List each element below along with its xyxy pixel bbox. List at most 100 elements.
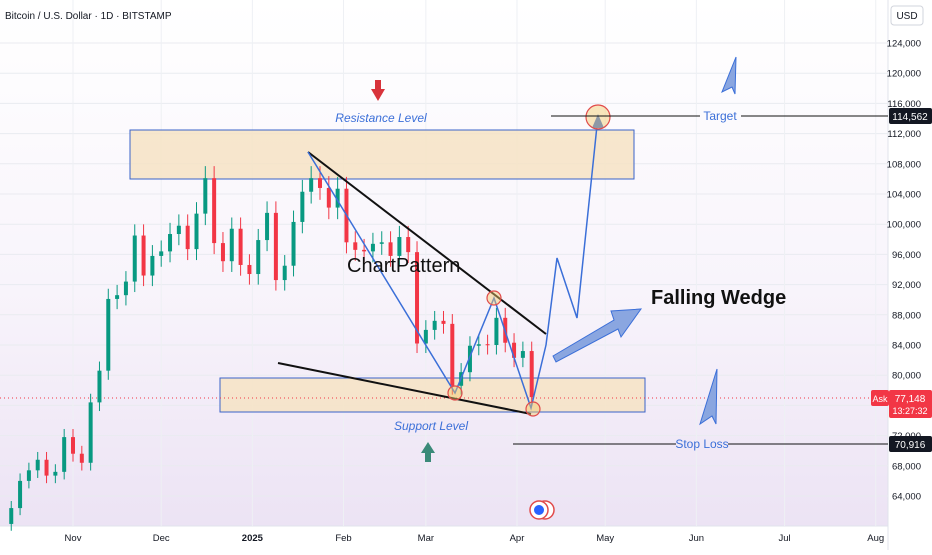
ask-price-tag[interactable] [889, 390, 932, 418]
candle-body[interactable] [168, 234, 173, 252]
ask-label-tag[interactable] [871, 390, 889, 406]
candle-body[interactable] [159, 251, 164, 256]
pivot-high-circle[interactable] [486, 290, 502, 306]
candle-body[interactable] [353, 242, 358, 250]
wedge-upper-trendline[interactable] [307, 151, 547, 335]
candle-body[interactable] [62, 437, 67, 472]
candle-body[interactable] [88, 402, 93, 463]
projection-path[interactable] [545, 115, 599, 346]
candle-body[interactable] [141, 235, 146, 276]
candle-body[interactable] [291, 221, 296, 266]
candle-body[interactable] [35, 459, 40, 471]
candle-body[interactable] [494, 317, 499, 345]
candle-body[interactable] [415, 252, 420, 344]
pivot-low-circle-1[interactable] [447, 385, 463, 401]
candle-body[interactable] [362, 249, 367, 252]
price-tick-label: 116,000 [887, 99, 921, 110]
time-tick-label: Jul [778, 533, 790, 544]
candle-body[interactable] [97, 370, 102, 403]
candle-body[interactable] [115, 295, 120, 299]
ask-label-text: Ask [872, 394, 888, 404]
ask-countdown-text: 13:27:32 [892, 406, 927, 416]
stop-loss-price-tag[interactable] [889, 436, 932, 452]
zigzag-pattern[interactable] [307, 151, 547, 411]
candle-body[interactable] [467, 345, 472, 373]
candle-body[interactable] [441, 320, 446, 324]
falling-wedge-label: Falling Wedge [651, 287, 786, 309]
price-tick-label: 64,000 [892, 492, 921, 503]
candle-body[interactable] [71, 437, 75, 454]
candle-body[interactable] [185, 225, 190, 250]
candle-body[interactable] [247, 264, 252, 275]
candle-body[interactable] [123, 281, 128, 296]
candle-body[interactable] [529, 351, 534, 398]
candle-body[interactable] [520, 351, 525, 358]
candle-body[interactable] [485, 344, 490, 346]
price-tick-label: 80,000 [892, 371, 921, 382]
economic-event-icon[interactable] [529, 500, 555, 520]
price-tick-label: 92,000 [892, 280, 921, 291]
time-axis[interactable]: Nov Dec 2025 Feb Mar Apr May Jun Jul Aug [65, 533, 885, 544]
support-label: Support Level [394, 419, 468, 433]
projection-arrow-head [592, 114, 604, 128]
candle-body[interactable] [273, 212, 278, 281]
candle-body[interactable] [229, 228, 234, 262]
candle-body[interactable] [150, 255, 155, 276]
candle-body[interactable] [220, 243, 225, 262]
chart-pattern-label: ChartPattern [347, 255, 460, 277]
time-tick-label: Aug [867, 533, 884, 544]
candle-body[interactable] [388, 242, 393, 256]
candle-body[interactable] [212, 178, 217, 244]
candle-body[interactable] [176, 225, 181, 235]
candle-body[interactable] [79, 453, 84, 463]
candle-body[interactable] [450, 323, 455, 386]
price-tick-label: 84,000 [892, 341, 921, 352]
time-tick-label: Jun [689, 533, 704, 544]
candle-body[interactable] [512, 342, 517, 358]
target-price-tag[interactable] [889, 108, 932, 124]
candle-body[interactable] [317, 178, 322, 188]
time-axis-background [0, 526, 888, 550]
candle-body[interactable] [406, 237, 411, 253]
price-tick-label: 96,000 [892, 250, 921, 261]
candle-body[interactable] [265, 212, 270, 241]
price-tick-label: 88,000 [892, 310, 921, 321]
candle-body[interactable] [203, 178, 208, 214]
candle-body[interactable] [397, 237, 402, 256]
candle-body[interactable] [370, 243, 375, 252]
candle-body[interactable] [9, 508, 14, 524]
price-tick-label: 124,000 [887, 39, 921, 50]
candle-body[interactable] [238, 228, 243, 265]
candle-body[interactable] [44, 459, 49, 476]
candle-body[interactable] [18, 480, 23, 509]
price-tick-label: 104,000 [887, 190, 921, 201]
target-circle[interactable] [585, 104, 611, 130]
candle-body[interactable] [53, 471, 58, 476]
stop-loss-price-text: 70,916 [895, 440, 926, 451]
candle-body[interactable] [300, 191, 305, 222]
pivot-low-circle-2[interactable] [525, 401, 541, 417]
candle-body[interactable] [282, 265, 287, 281]
currency-button[interactable] [890, 5, 924, 26]
candle-body[interactable] [194, 213, 199, 250]
candle-body[interactable] [423, 329, 428, 344]
candle-body[interactable] [26, 470, 31, 481]
candle-body[interactable] [106, 298, 111, 371]
candle-body[interactable] [476, 344, 481, 346]
candle-body[interactable] [256, 240, 261, 275]
price-tick-label: 112,000 [887, 129, 921, 140]
candle-body[interactable] [335, 188, 340, 208]
symbol-title[interactable]: Bitcoin / U.S. Dollar · 1D · BITSTAMP [5, 11, 172, 22]
price-tick-label: 108,000 [887, 159, 921, 170]
wedge-pointer-arrow-icon [552, 308, 643, 363]
candlestick-series[interactable] [9, 166, 534, 531]
candle-body[interactable] [132, 235, 137, 282]
candle-body[interactable] [309, 178, 314, 192]
candle-body[interactable] [432, 320, 437, 330]
candle-body[interactable] [379, 242, 384, 244]
wedge-lower-trendline[interactable] [277, 362, 532, 415]
candle-body[interactable] [326, 187, 331, 208]
time-tick-label: Feb [335, 533, 351, 544]
